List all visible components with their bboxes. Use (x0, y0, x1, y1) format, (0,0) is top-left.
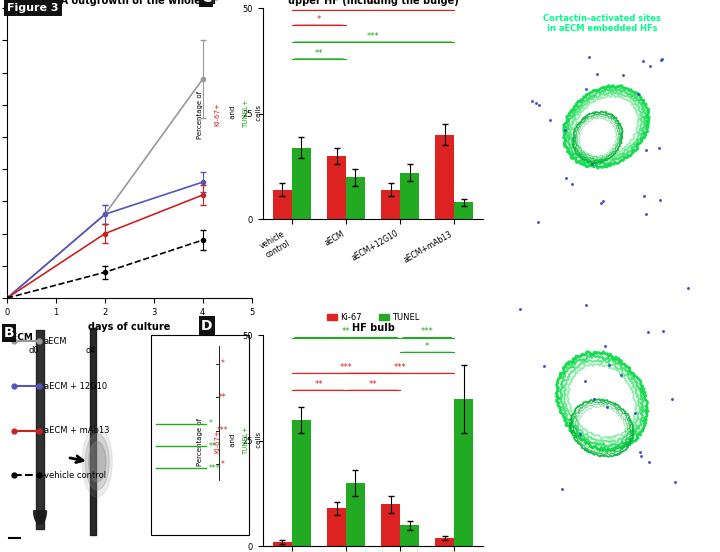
Text: cells: cells (256, 432, 262, 450)
Text: **: ** (315, 49, 323, 57)
Text: ***: *** (394, 363, 407, 372)
Text: **: ** (209, 442, 217, 450)
Text: **: ** (369, 380, 377, 389)
Text: TUNEL+: TUNEL+ (243, 99, 249, 128)
Bar (273, 542, 292, 546)
Text: aECM: aECM (6, 332, 34, 342)
Text: TUNEL+: TUNEL+ (243, 427, 249, 455)
Bar (273, 190, 292, 219)
Text: Ki-67+: Ki-67+ (215, 429, 220, 453)
Bar (346, 177, 365, 219)
Text: aECM + mAb13: aECM + mAb13 (44, 426, 109, 435)
Title: HF bulb: HF bulb (351, 323, 395, 333)
Text: **: ** (315, 380, 323, 389)
Text: d0: d0 (29, 346, 39, 355)
Text: **: ** (219, 392, 227, 402)
Title: AREA outgrowth of the whole HF: AREA outgrowth of the whole HF (40, 0, 220, 6)
Bar (400, 526, 419, 546)
Text: aECM: aECM (44, 337, 68, 346)
Text: **: ** (342, 327, 350, 336)
Text: ***: *** (421, 327, 433, 336)
Text: Percentage of: Percentage of (197, 416, 203, 466)
Bar (400, 173, 419, 219)
Bar (327, 156, 346, 219)
Text: *: * (221, 459, 225, 469)
Text: ***: *** (209, 464, 220, 473)
Bar (327, 508, 346, 546)
Text: C: C (201, 0, 212, 6)
Text: and: and (230, 106, 235, 121)
Title: upper HF (including the bulge): upper HF (including the bulge) (288, 0, 459, 6)
Text: cells: cells (256, 105, 262, 123)
Text: Ki-67+: Ki-67+ (215, 102, 220, 126)
Text: D: D (201, 319, 212, 332)
Text: vehicle control: vehicle control (44, 471, 106, 480)
Bar (436, 135, 454, 219)
Text: Figure 3: Figure 3 (7, 3, 59, 13)
Text: 50 μm: 50 μm (648, 505, 667, 510)
X-axis label: days of culture: days of culture (88, 322, 171, 332)
Bar (346, 483, 365, 546)
Text: **: ** (369, 0, 377, 9)
Text: Cortactin-activated sites
in aECM embedded HFs: Cortactin-activated sites in aECM embedd… (543, 14, 661, 33)
Bar (292, 420, 311, 546)
Text: and: and (230, 433, 235, 449)
Text: d4: d4 (86, 346, 96, 355)
Text: E: E (499, 14, 508, 28)
Text: ***: *** (340, 363, 352, 372)
Text: aECM + 12G10: aECM + 12G10 (44, 381, 107, 390)
Polygon shape (34, 511, 47, 524)
Text: *: * (221, 359, 225, 368)
Legend: Ki-67, TUNEL: Ki-67, TUNEL (323, 309, 423, 325)
Text: B: B (4, 326, 14, 341)
Text: Percentage of: Percentage of (197, 89, 203, 139)
Polygon shape (82, 427, 112, 497)
Polygon shape (85, 434, 109, 490)
Bar (381, 190, 400, 219)
Text: B: B (4, 551, 15, 552)
Bar (454, 399, 473, 546)
Text: ***: *** (217, 426, 229, 435)
Bar (381, 505, 400, 546)
Bar (292, 147, 311, 219)
Text: 20 μm: 20 μm (648, 527, 667, 532)
Bar (454, 203, 473, 219)
Text: ***: *** (366, 32, 379, 41)
Text: *: * (317, 15, 321, 24)
Text: *: * (425, 342, 429, 351)
Polygon shape (89, 442, 106, 482)
Text: *: * (209, 420, 212, 428)
Bar (436, 538, 454, 546)
